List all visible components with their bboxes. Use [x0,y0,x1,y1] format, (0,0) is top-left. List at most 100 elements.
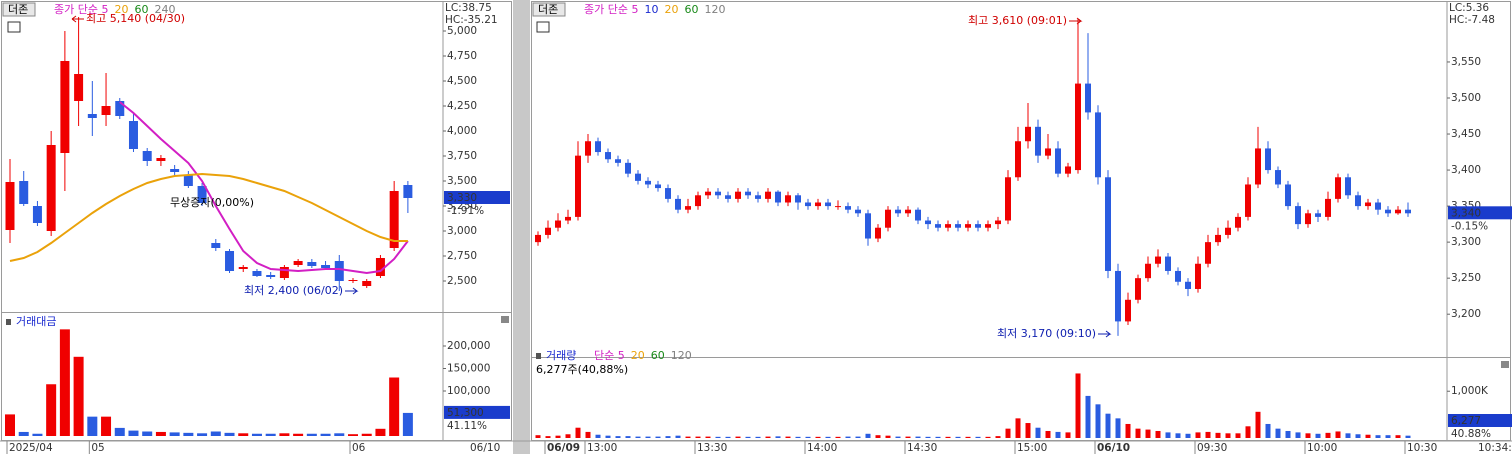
button-label[interactable]: 더존 [538,3,558,16]
candle-body [1245,184,1251,217]
volume-bar [1115,418,1121,438]
annotation-arrow [1098,330,1112,338]
volume-bar [265,433,276,436]
volume-bar [1165,432,1171,438]
volume-bar [925,436,931,438]
candle-body [115,101,125,116]
x-tick-label: 2025/04 [9,442,53,454]
candle-body [1275,170,1281,185]
candle-body [1085,83,1091,113]
candle-body [855,209,861,214]
volume-bar [855,436,861,438]
grid-icon[interactable] [7,21,21,33]
button[interactable] [2,2,36,17]
volume-bar [905,436,911,438]
candle-body [795,195,801,203]
candle-body [87,114,97,118]
volume-ratio: 41.11% [447,420,487,432]
volume-bar [935,436,941,438]
lc-label: LC:38.75 [445,2,492,14]
candle-body [1025,126,1031,142]
splitter[interactable] [513,0,530,454]
candle-body [1365,202,1371,207]
volume-bar [675,435,681,438]
x-tick-label: 14:30 [907,442,937,454]
price-badge [1448,206,1512,220]
x-tick-label: 15:00 [1017,442,1047,454]
candle-body [985,224,991,228]
volume-badge [444,405,510,419]
y-tick-label: 3,500 [1451,92,1481,104]
candle-body [675,198,681,210]
legend-item: 240 [154,3,175,16]
volume-bar [128,430,139,436]
volume-bar [635,436,641,438]
candle-body [895,209,901,214]
y-tick-label: 4,750 [447,50,477,62]
y-tick-label: 3,400 [1451,164,1481,176]
candle-body [403,185,413,198]
candle-body [1075,83,1081,171]
price-change: -0.15% [1451,220,1488,232]
panel-marker [6,319,11,325]
volume-bar [585,431,591,438]
annotation: 최고 5,140 (04/30) [86,12,185,25]
volume-bar [655,436,661,438]
panel-toggle[interactable] [501,316,509,323]
x-tick-label: 05 [91,442,104,454]
volume-bar [985,436,991,438]
volume-bar [865,433,871,438]
annotation: 최고 3,610 (09:01) [968,14,1067,27]
y-tick-label: 2,500 [447,275,477,287]
button-label[interactable]: 더존 [8,3,28,16]
volume-bar [555,435,561,438]
candle-body [955,224,961,228]
volume-bar [1395,435,1401,438]
button[interactable] [532,2,566,17]
grid-icon[interactable] [536,21,550,33]
candle-body [625,162,631,174]
hc-label: HC:-7.48 [1449,14,1495,26]
candle-body [32,206,42,223]
candle-body [1135,278,1141,300]
volume-bar [1105,413,1111,438]
candle-body [1145,263,1151,279]
candle-body [1375,202,1381,210]
volume-bar [1005,428,1011,438]
legend-item: 단순 5 [594,349,625,362]
x-tick-label: 13:30 [697,442,727,454]
legend-item: 60 [684,3,698,16]
volume-bar [1405,435,1411,438]
candle-body [645,180,651,185]
candle-body [805,202,811,207]
candle-body [665,188,671,199]
volume-bar [1025,423,1031,438]
candle-body [156,158,166,161]
panel-toggle[interactable] [1501,361,1509,368]
candle-body [46,145,56,231]
annotation-arrow [1069,17,1083,25]
volume-bar [825,436,831,438]
volume-bar [1265,423,1271,438]
y-tick-label: 4,250 [447,100,477,112]
candle-body [1165,256,1171,271]
volume-bar [895,436,901,438]
volume-bar [1185,433,1191,438]
volume-bar [293,433,304,436]
candle-body [785,195,791,203]
x-tick-label: 09:30 [1197,442,1227,454]
candle-body [825,202,831,207]
y-tick-label: 3,750 [447,150,477,162]
candle-body [945,224,951,228]
candle-body [615,159,621,163]
y-tick-label: 3,200 [1451,308,1481,320]
volume-bar [755,436,761,438]
price-badge-label: 3,330 [447,192,477,204]
volume-bar [1255,411,1261,438]
candle-body [655,184,661,189]
volume-bar [169,432,180,436]
candle-body [279,267,289,278]
candle-body [1125,299,1131,322]
lc-label: LC:5.36 [1449,2,1489,14]
